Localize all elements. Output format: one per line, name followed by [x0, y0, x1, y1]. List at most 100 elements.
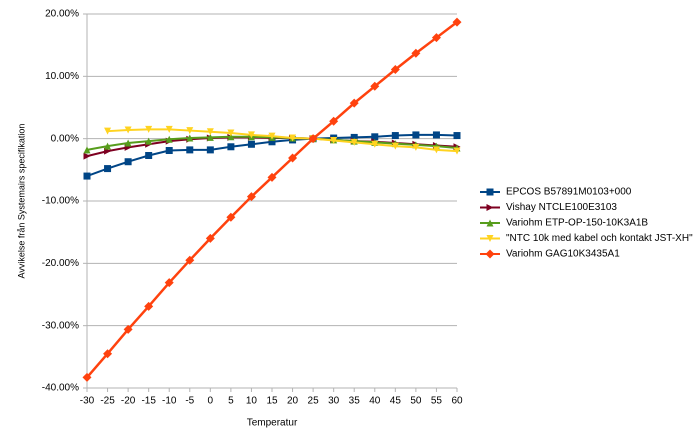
- y-tick-label: -20.00%: [42, 258, 79, 269]
- data-point: [206, 128, 214, 136]
- x-tick-label: 10: [246, 396, 258, 407]
- x-tick-label: 35: [349, 396, 361, 407]
- data-point: [453, 132, 461, 140]
- data-point: [268, 132, 276, 140]
- data-point: [205, 233, 215, 243]
- legend-label: Variohm ETP-OP-150-10K3A1B: [506, 218, 648, 229]
- x-tick-label: -25: [100, 396, 115, 407]
- x-tick-label: 55: [431, 396, 443, 407]
- x-tick-label: 5: [228, 396, 234, 407]
- x-tick-label: -10: [162, 396, 177, 407]
- data-point: [391, 132, 399, 140]
- y-tick-label: -40.00%: [42, 383, 79, 394]
- data-point: [83, 152, 91, 160]
- data-point: [247, 140, 255, 148]
- x-tick-label: 20: [287, 396, 299, 407]
- data-point: [144, 301, 154, 311]
- y-tick-label: 20.00%: [45, 9, 79, 20]
- data-point: [412, 131, 420, 139]
- x-tick-label: 30: [328, 396, 340, 407]
- x-tick-label: -20: [121, 396, 136, 407]
- data-point: [432, 146, 440, 154]
- data-point: [227, 133, 235, 141]
- x-tick-label: 15: [266, 396, 278, 407]
- data-point: [82, 372, 92, 382]
- y-tick-label: -30.00%: [42, 320, 79, 331]
- data-point: [391, 142, 399, 150]
- data-point: [145, 137, 153, 145]
- data-point: [186, 146, 194, 154]
- data-point: [227, 143, 235, 151]
- data-point: [145, 125, 153, 133]
- data-point: [165, 125, 173, 133]
- legend-label: Variohm GAG10K3435A1: [506, 249, 620, 260]
- data-point: [83, 172, 91, 180]
- series-line: [107, 128, 458, 153]
- legend-label: "NTC 10k med kabel och kontakt JST-XH": [506, 233, 693, 244]
- data-point: [330, 137, 338, 145]
- data-point: [268, 138, 276, 146]
- data-point: [104, 127, 112, 135]
- x-tick-label: 25: [308, 396, 320, 407]
- legend-label: EPCOS B57891M0103+000: [506, 187, 632, 198]
- data-point: [123, 324, 133, 334]
- data-point: [145, 151, 153, 159]
- data-point: [349, 98, 359, 108]
- data-point: [288, 153, 298, 163]
- data-point: [226, 212, 236, 222]
- data-point: [308, 134, 318, 144]
- data-point: [329, 116, 339, 126]
- data-point: [390, 64, 400, 74]
- data-point: [350, 138, 358, 146]
- legend-marker: [485, 249, 495, 259]
- x-tick-label: 40: [369, 396, 381, 407]
- x-tick-label: 50: [410, 396, 422, 407]
- y-tick-label: -10.00%: [42, 196, 79, 207]
- data-point: [370, 81, 380, 91]
- data-point: [186, 127, 194, 135]
- legend-marker: [486, 235, 494, 242]
- data-point: [452, 17, 462, 27]
- y-tick-label: 10.00%: [45, 71, 79, 82]
- data-point: [267, 172, 277, 182]
- data-point: [164, 278, 174, 288]
- x-tick-label: -15: [141, 396, 156, 407]
- legend-marker: [486, 219, 494, 227]
- data-point: [247, 131, 255, 139]
- x-tick-label: -30: [80, 396, 95, 407]
- data-point: [124, 126, 132, 134]
- data-point: [431, 33, 441, 43]
- x-tick-label: -5: [185, 396, 194, 407]
- y-axis-title: Avvikelse från Systemairs specifikation: [16, 124, 26, 279]
- data-point: [124, 139, 132, 147]
- data-point: [350, 133, 358, 141]
- data-point: [371, 133, 379, 141]
- data-point: [206, 146, 214, 154]
- x-axis-title: Temperatur: [247, 418, 298, 429]
- data-point: [103, 349, 113, 359]
- series-line: [86, 21, 458, 379]
- data-point: [185, 255, 195, 265]
- data-point: [206, 133, 214, 141]
- data-point: [104, 142, 112, 150]
- legend-marker: [486, 188, 494, 196]
- data-point: [412, 143, 420, 151]
- data-point: [453, 147, 461, 155]
- data-point: [124, 158, 132, 166]
- legend-label: Vishay NTCLE100E3103: [506, 202, 617, 213]
- data-point: [411, 48, 421, 58]
- data-point: [227, 129, 235, 137]
- legend-marker: [486, 204, 494, 211]
- y-tick-label: 0.00%: [51, 133, 79, 144]
- x-tick-label: 0: [208, 396, 214, 407]
- data-point: [289, 134, 297, 142]
- data-point: [83, 146, 91, 154]
- data-point: [186, 134, 194, 142]
- data-point: [246, 192, 256, 202]
- data-point: [165, 135, 173, 143]
- x-tick-label: 60: [451, 396, 463, 407]
- data-point: [432, 131, 440, 139]
- data-point: [165, 147, 173, 155]
- x-tick-label: 45: [390, 396, 402, 407]
